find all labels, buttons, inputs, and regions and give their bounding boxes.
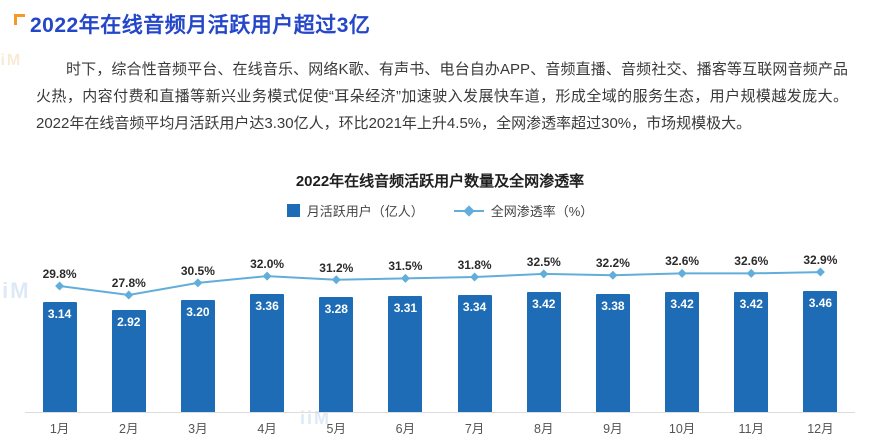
x-axis-label: 2月: [119, 422, 139, 436]
bar-value-label: 3.36: [255, 299, 279, 314]
line-marker: [539, 269, 549, 279]
bar-value-label: 3.46: [808, 295, 833, 310]
bar-value-label: 3.31: [393, 301, 418, 316]
line-marker: [55, 281, 65, 291]
line-value-label: 32.5%: [526, 254, 561, 269]
bar-value-label: 3.28: [324, 302, 348, 317]
chart-title: 2022年在线音频活跃用户数量及全网渗透率: [295, 173, 585, 190]
x-axis-label: 5月: [326, 422, 346, 436]
line-marker: [470, 272, 480, 282]
bar-value-label: 3.42: [532, 297, 556, 312]
bar-value-label: 3.42: [670, 297, 694, 312]
x-axis-label: 12月: [807, 422, 834, 436]
chart-legend: 月活跃用户（亿人） 全网渗透率（%）: [0, 201, 880, 220]
x-axis-label: 6月: [395, 422, 416, 436]
x-axis-label: 4月: [257, 422, 277, 436]
line-value-label: 32.0%: [250, 257, 285, 272]
bar-value-label: 3.34: [462, 300, 487, 315]
line-value-label: 32.2%: [595, 256, 630, 271]
intro-paragraph: 时下，综合性音频平台、在线音乐、网络K歌、有声书、电台自办APP、音频直播、音频…: [36, 61, 848, 132]
line-legend-swatch: [453, 204, 484, 217]
x-axis-label: 1月: [49, 422, 70, 436]
x-axis-label: 3月: [188, 422, 208, 436]
line-value-label: 31.8%: [457, 258, 492, 272]
plot-area: 3.14 29.8% 1月 2.92 27.8% 2月 3.20 30.5% 3月 3.36 32.…: [25, 240, 855, 445]
x-axis-label: 9月: [603, 422, 623, 436]
bar-10: [665, 292, 700, 412]
bar-12: [803, 290, 838, 412]
bar-1: [42, 302, 77, 412]
line-marker: [331, 275, 341, 285]
penetration-line: [59, 271, 821, 297]
bar-legend-swatch: [286, 204, 300, 217]
x-axis-label: 7月: [464, 422, 485, 436]
line-value-label: 32.6%: [734, 254, 769, 269]
line-value-label: 30.5%: [180, 263, 215, 278]
x-axis-label: 8月: [534, 422, 554, 436]
watermark: iiM: [0, 52, 23, 69]
legend-item-line: 全网渗透率（%）: [453, 201, 594, 220]
bar-7: [457, 295, 492, 412]
line-marker: [400, 273, 410, 283]
bar-4: [250, 294, 285, 412]
bar-value-label: 3.42: [739, 297, 763, 312]
bar-8: [526, 292, 561, 412]
line-marker: [608, 270, 618, 280]
bar-value-label: 3.20: [186, 305, 210, 319]
line-marker: [815, 267, 825, 277]
legend-item-bars: 月活跃用户（亿人）: [286, 201, 424, 220]
line-value-label: 32.6%: [665, 254, 700, 269]
penetration-line-svg: [55, 267, 825, 300]
bar-value-label: 2.92: [117, 314, 141, 329]
diamond-marker-icon: [463, 204, 475, 217]
line-marker: [124, 290, 134, 300]
line-marker: [193, 278, 203, 288]
bar-2: [111, 309, 146, 412]
line-value-label: 31.5%: [388, 259, 423, 274]
bar-legend-label: 月活跃用户（亿人）: [306, 204, 424, 219]
x-axis-label: 10月: [668, 422, 696, 436]
x-axis-label: 11月: [738, 422, 765, 436]
line-value-label: 29.8%: [42, 267, 77, 281]
line-marker: [677, 268, 687, 278]
line-value-label: 27.8%: [111, 276, 146, 290]
line-legend-label: 全网渗透率（%）: [490, 204, 594, 219]
page-title: 2022年在线音频月活跃用户超过3亿: [30, 14, 371, 37]
line-marker: [746, 268, 756, 278]
bar-6: [388, 296, 423, 412]
bar-3: [180, 300, 215, 412]
x-axis-line: [25, 412, 855, 413]
bar-value-label: 3.14: [47, 307, 72, 322]
line-value-label: 32.9%: [803, 253, 838, 268]
bar-11: [734, 292, 769, 412]
title-accent-mark: [14, 14, 25, 25]
line-marker: [262, 271, 272, 281]
bar-5: [319, 297, 354, 412]
bar-value-label: 3.38: [601, 298, 625, 313]
line-value-label: 31.2%: [319, 260, 354, 275]
bar-9: [595, 293, 630, 412]
